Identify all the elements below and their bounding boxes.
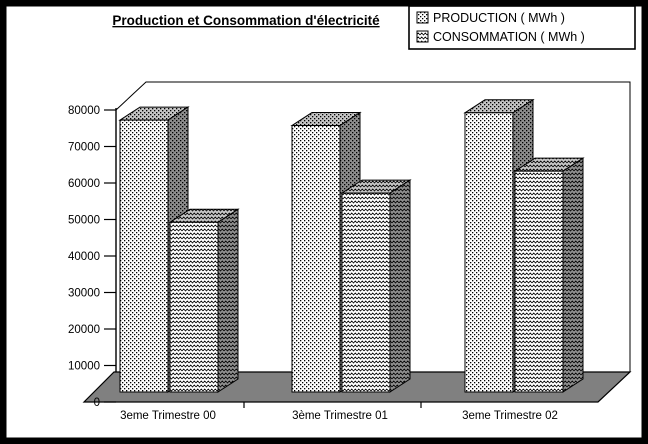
y-tick-label: 0 — [94, 397, 100, 409]
y-tick-label: 60000 — [68, 178, 100, 190]
bar-consommation-2-front — [514, 170, 564, 393]
chart-title: Production et Consommation d'électricité — [112, 13, 380, 28]
legend-label-consommation: CONSOMMATION ( MWh ) — [433, 30, 585, 44]
y-tick-label: 10000 — [68, 361, 100, 373]
legend-box — [408, 5, 636, 50]
back-wall-outline — [115, 81, 631, 372]
bar-production-2-front — [464, 112, 514, 393]
x-category-label: 3eme Trimestre 02 — [462, 410, 558, 422]
y-tick-label: 70000 — [68, 142, 100, 154]
legend-swatch-consommation-icon — [416, 30, 429, 43]
y-tick-label: 40000 — [68, 251, 100, 263]
bar-consommation-1-front — [341, 192, 391, 393]
plot-area: 0 10000 20000 30000 40000 50000 60000 70000 8000… — [68, 98, 585, 422]
y-tick-label: 20000 — [68, 324, 100, 336]
bar-consommation-2-side — [562, 157, 584, 393]
y-tick-label: 50000 — [68, 215, 100, 227]
bar-consommation-1-side — [389, 179, 411, 393]
bar-production-0-front — [119, 119, 169, 393]
bar-consommation-0-side — [217, 208, 239, 393]
y-tick-label: 30000 — [68, 288, 100, 300]
x-category-label: 3eme Trimestre 00 — [120, 410, 216, 422]
legend-swatch-production-icon — [416, 11, 429, 24]
legend-label-production: PRODUCTION ( MWh ) — [433, 11, 565, 25]
bar-consommation-0-front — [169, 221, 219, 393]
legend: PRODUCTION ( MWh ) CONSOMMATION ( MWh ) — [408, 5, 636, 50]
bar-production-1-front — [291, 125, 341, 393]
y-tick-label: 80000 — [68, 105, 100, 117]
x-category-label: 3ème Trimestre 01 — [292, 410, 388, 422]
